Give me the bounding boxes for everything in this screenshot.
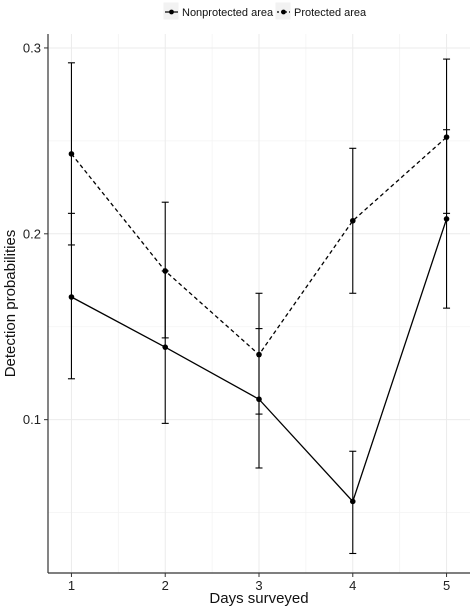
legend-marker-protected (281, 9, 286, 15)
ticks: 1 2 3 4 5 0.1 0.2 0.3 (23, 40, 450, 593)
legend: Nonprotected area Protected area (162, 1, 367, 21)
x-tick-label: 3 (255, 578, 262, 593)
legend-label-protected: Protected area (294, 7, 367, 19)
data-point (443, 216, 450, 222)
data-point (349, 217, 356, 224)
x-tick-label: 1 (68, 578, 75, 593)
data-point (256, 351, 262, 358)
data-point (162, 268, 169, 274)
legend-marker-nonprotected (169, 9, 174, 15)
legend-label-nonprotected: Nonprotected area (182, 7, 274, 19)
y-tick-label: 0.3 (23, 40, 41, 55)
y-axis-title: Detection probabilities (2, 230, 19, 378)
x-axis-title: Days surveyed (209, 590, 308, 607)
x-tick-label: 5 (443, 578, 450, 593)
x-tick-label: 4 (349, 578, 356, 593)
data-point (68, 151, 75, 157)
data-point (162, 344, 169, 350)
y-tick-label: 0.2 (23, 226, 41, 241)
x-tick-label: 2 (162, 578, 169, 593)
data-point (349, 498, 356, 505)
data-point (443, 134, 450, 140)
series-protected (67, 58, 451, 415)
data-point (68, 294, 75, 300)
series (67, 58, 451, 555)
y-tick-label: 0.1 (23, 412, 41, 427)
